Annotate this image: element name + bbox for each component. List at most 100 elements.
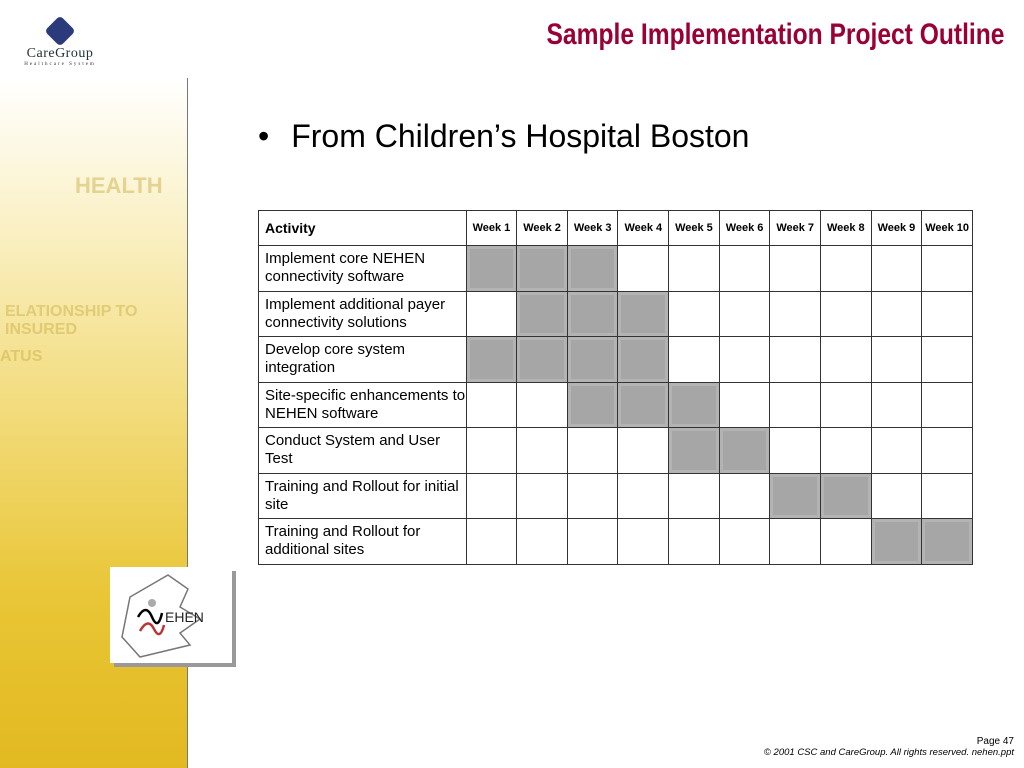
empty-week-cell (668, 336, 720, 383)
table-row: Training and Rollout for initial site (258, 472, 973, 519)
gantt-bar-cell (870, 518, 923, 565)
caregroup-logo-icon (44, 15, 76, 47)
gantt-bar-cell (566, 245, 619, 292)
empty-week-cell (819, 427, 872, 474)
header-week-3: Week 3 (566, 210, 619, 246)
empty-week-cell (566, 427, 619, 474)
header-week-10: Week 10 (921, 210, 973, 246)
gantt-bar-cell (516, 290, 568, 337)
empty-week-cell (769, 245, 821, 292)
activity-cell: Training and Rollout for initial site (258, 472, 467, 519)
empty-week-cell (516, 472, 568, 519)
table-row: Implement core NEHEN connectivity softwa… (258, 245, 973, 292)
empty-week-cell (921, 290, 973, 337)
empty-week-cell (718, 472, 771, 519)
nehen-text: EHEN (165, 609, 204, 625)
empty-week-cell (465, 518, 518, 565)
gantt-bar-cell (819, 472, 872, 519)
empty-week-cell (769, 290, 821, 337)
gantt-bar-cell (516, 245, 568, 292)
empty-week-cell (617, 472, 670, 519)
empty-week-cell (668, 245, 720, 292)
empty-week-cell (769, 518, 821, 565)
empty-week-cell (566, 472, 619, 519)
gantt-bar-cell (465, 336, 518, 383)
empty-week-cell (516, 427, 568, 474)
footer: Page 47 © 2001 CSC and CareGroup. All ri… (764, 736, 1014, 758)
empty-week-cell (870, 245, 923, 292)
empty-week-cell (465, 290, 518, 337)
caregroup-logo: CareGroup Healthcare System (14, 15, 106, 67)
header-week-8: Week 8 (819, 210, 872, 246)
empty-week-cell (819, 336, 872, 383)
gantt-bar-cell (566, 336, 619, 383)
decorative-sidebar-image: HEALTH ELATIONSHIP TO INSURED ATUS (0, 78, 187, 768)
empty-week-cell (668, 472, 720, 519)
empty-week-cell (617, 427, 670, 474)
gantt-bar-cell (516, 336, 568, 383)
empty-week-cell (516, 381, 568, 428)
gantt-bar-cell (566, 381, 619, 428)
empty-week-cell (617, 245, 670, 292)
gantt-bar-cell (769, 472, 821, 519)
page-number: Page 47 (976, 736, 1014, 747)
header-activity: Activity (258, 210, 467, 246)
activity-cell: Training and Rollout for additional site… (258, 518, 467, 565)
empty-week-cell (718, 290, 771, 337)
empty-week-cell (718, 518, 771, 565)
activity-cell: Implement core NEHEN connectivity softwa… (258, 245, 467, 292)
table-row: Site-specific enhancements to NEHEN soft… (258, 381, 973, 428)
empty-week-cell (819, 381, 872, 428)
empty-week-cell (921, 245, 973, 292)
empty-week-cell (718, 336, 771, 383)
empty-week-cell (465, 381, 518, 428)
gantt-bar-cell (718, 427, 771, 474)
activity-cell: Develop core system integration (258, 336, 467, 383)
empty-week-cell (870, 381, 923, 428)
empty-week-cell (870, 427, 923, 474)
gantt-bar-cell (921, 518, 973, 565)
header-week-9: Week 9 (870, 210, 923, 246)
gantt-bar-cell (668, 427, 720, 474)
table-row: Develop core system integration (258, 336, 973, 383)
gantt-bar-cell (668, 381, 720, 428)
empty-week-cell (870, 336, 923, 383)
activity-cell: Site-specific enhancements to NEHEN soft… (258, 381, 467, 428)
activity-cell: Implement additional payer connectivity … (258, 290, 467, 337)
header-week-2: Week 2 (516, 210, 568, 246)
empty-week-cell (921, 427, 973, 474)
activity-cell: Conduct System and User Test (258, 427, 467, 474)
empty-week-cell (465, 472, 518, 519)
bullet-text: From Children’s Hospital Boston (291, 118, 750, 154)
gantt-bar-cell (617, 336, 670, 383)
gantt-bar-cell (617, 381, 670, 428)
project-schedule-table: Activity Week 1 Week 2 Week 3 Week 4 Week 5 We… (258, 210, 973, 565)
empty-week-cell (668, 290, 720, 337)
slide-title: Sample Implementation Project Outline (546, 18, 1004, 51)
gantt-bar-cell (617, 290, 670, 337)
empty-week-cell (769, 381, 821, 428)
empty-week-cell (921, 472, 973, 519)
empty-week-cell (465, 427, 518, 474)
header-week-6: Week 6 (718, 210, 771, 246)
table-row: Conduct System and User Test (258, 427, 973, 474)
bullet-point: • From Children’s Hospital Boston (258, 118, 750, 154)
header-week-5: Week 5 (668, 210, 720, 246)
empty-week-cell (921, 381, 973, 428)
logo-name: CareGroup (26, 46, 94, 61)
empty-week-cell (921, 336, 973, 383)
table-row: Implement additional payer connectivity … (258, 290, 973, 337)
empty-week-cell (769, 427, 821, 474)
empty-week-cell (819, 290, 872, 337)
gantt-bar-cell (465, 245, 518, 292)
empty-week-cell (819, 518, 872, 565)
table-row: Training and Rollout for additional site… (258, 518, 973, 565)
empty-week-cell (870, 290, 923, 337)
empty-week-cell (819, 245, 872, 292)
empty-week-cell (617, 518, 670, 565)
header-week-7: Week 7 (769, 210, 821, 246)
empty-week-cell (718, 245, 771, 292)
divider (187, 78, 188, 768)
gantt-bar-cell (566, 290, 619, 337)
empty-week-cell (516, 518, 568, 565)
